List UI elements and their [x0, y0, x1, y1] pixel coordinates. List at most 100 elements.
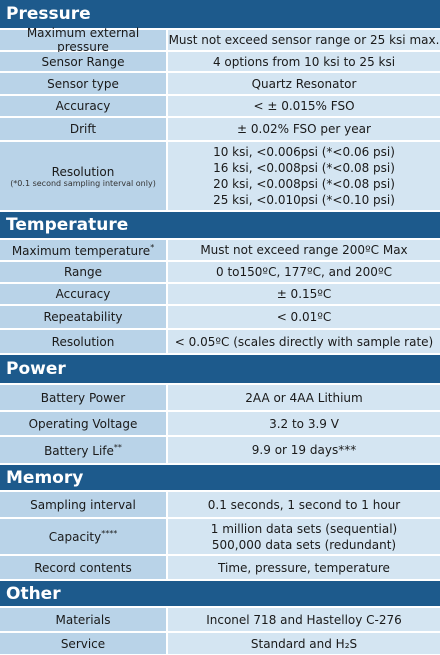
value-cell: 3.2 to 3.9 V: [168, 412, 440, 435]
label-cell: Resolution (*0.1 second sampling interval…: [0, 142, 168, 210]
label-line: Operating Voltage: [29, 417, 138, 431]
value: 0.1 seconds, 1 second to 1 hour: [207, 497, 401, 512]
label: Accuracy: [55, 99, 111, 113]
label-line: Range: [64, 265, 102, 279]
value: 9.9 or 19 days***: [251, 443, 357, 457]
value-cell: 0.1 seconds, 1 second to 1 hour: [168, 492, 440, 517]
value: Must not exceed range 200ºC Max: [200, 243, 408, 257]
label-cell: Service: [0, 633, 168, 654]
spec-row: Sensor Range 4 options from 10 ksi to 25 …: [0, 52, 440, 73]
label-line: Resolution: [52, 165, 115, 179]
value: Time, pressure, temperature: [218, 560, 390, 575]
label: Materials: [55, 612, 111, 627]
value: < 0.05ºC (scales directly with sample ra…: [174, 334, 434, 349]
label-cell: Accuracy: [0, 96, 168, 116]
label: Maximum temperature: [11, 243, 151, 258]
section-header: Power: [0, 355, 440, 385]
spec-row: Operating Voltage 3.2 to 3.9 V: [0, 412, 440, 437]
label-cell: Repeatability: [0, 306, 168, 328]
value: 1 million data sets (sequential): [210, 521, 398, 536]
spec-row: Range 0 to150ºC, 177ºC, and 200ºC: [0, 262, 440, 284]
spec-row: Battery Life** 9.9 or 19 days***: [0, 437, 440, 465]
label-line: Battery Power: [41, 391, 126, 405]
value: 16 ksi, <0.008psi (*<0.08 psi): [213, 161, 395, 175]
value: 0 to150ºC, 177ºC, and 200ºC: [216, 265, 392, 279]
spec-row: Accuracy ± 0.15ºC: [0, 284, 440, 306]
spec-row: Resolution (*0.1 second sampling interval…: [0, 142, 440, 212]
value: 3.2 to 3.9 V: [269, 416, 339, 431]
value-cell: Standard and H₂S: [168, 633, 440, 654]
value-cell: 2AA or 4AA Lithium: [168, 385, 440, 410]
value-cell: < ± 0.015% FSO: [168, 96, 440, 116]
label: Resolution: [51, 334, 115, 349]
spec-row: Accuracy < ± 0.015% FSO: [0, 96, 440, 118]
value-cell: Quartz Resonator: [168, 73, 440, 94]
label-line: Accuracy: [56, 99, 111, 113]
spec-row: Repeatability < 0.01ºC: [0, 306, 440, 330]
spec-row: Capacity**** 1 million data sets (sequent…: [0, 519, 440, 556]
label: Operating Voltage: [28, 416, 138, 431]
label-cell: Battery Power: [0, 385, 168, 410]
value: < ± 0.015% FSO: [253, 99, 355, 113]
value: 500,000 data sets (redundant): [211, 537, 397, 552]
label: Sensor Range: [41, 54, 125, 69]
spec-row: Maximum temperature* Must not exceed rang…: [0, 240, 440, 262]
spec-row: Drift ± 0.02% FSO per year: [0, 118, 440, 142]
value-cell: < 0.05ºC (scales directly with sample ra…: [168, 330, 440, 353]
label: Range: [63, 265, 103, 279]
value: 2AA or 4AA Lithium: [245, 390, 363, 405]
value: ± 0.02% FSO per year: [237, 122, 371, 136]
value-cell: < 0.01ºC: [168, 306, 440, 328]
value-cell: Time, pressure, temperature: [168, 556, 440, 579]
label-line: Record contents: [34, 561, 131, 575]
spec-row: Resolution < 0.05ºC (scales directly with…: [0, 330, 440, 355]
value: 25 ksi, <0.010psi (*<0.10 psi): [213, 193, 395, 207]
footnote-mark: *: [150, 242, 155, 252]
label-cell: Drift: [0, 118, 168, 140]
value: 20 ksi, <0.008psi (*<0.08 psi): [213, 177, 395, 191]
label: Resolution: [51, 164, 115, 179]
label-cell: Sampling interval: [0, 492, 168, 517]
label-line: Resolution: [52, 335, 115, 349]
label-note: (*0.1 second sampling interval only): [10, 178, 156, 188]
label: Capacity: [48, 530, 102, 544]
label: Drift: [69, 122, 97, 136]
label-cell: Operating Voltage: [0, 412, 168, 435]
label: Sampling interval: [30, 497, 136, 512]
label-line: Sensor Range: [42, 55, 125, 69]
label: Repeatability: [43, 310, 123, 324]
label-line: Capacity****: [49, 529, 117, 544]
label-line: Repeatability: [43, 310, 122, 324]
label: Sensor type: [47, 76, 119, 91]
section-header: Temperature: [0, 212, 440, 240]
label-cell: Accuracy: [0, 284, 168, 304]
label: Battery Power: [40, 390, 126, 405]
label-line: Drift: [70, 122, 96, 136]
value: Must not exceed sensor range or 25 ksi m…: [168, 33, 440, 47]
label-cell: Range: [0, 262, 168, 282]
label-cell: Maximum temperature*: [0, 240, 168, 260]
spec-row: Sensor type Quartz Resonator: [0, 73, 440, 96]
value-cell: Must not exceed range 200ºC Max: [168, 240, 440, 260]
spec-row: Sampling interval 0.1 seconds, 1 second t…: [0, 492, 440, 519]
value-cell: 4 options from 10 ksi to 25 ksi: [168, 52, 440, 71]
spec-row: Maximum external pressure Must not exceed…: [0, 26, 440, 54]
value-cell: Inconel 718 and Hastelloy C-276: [168, 608, 440, 631]
label-line: Materials: [55, 613, 110, 627]
spec-row: Materials Inconel 718 and Hastelloy C-276: [0, 608, 440, 633]
label: Record contents: [34, 560, 132, 575]
section-header: Pressure: [0, 0, 440, 30]
spec-row: Battery Power 2AA or 4AA Lithium: [0, 385, 440, 412]
label-cell: Capacity****: [0, 519, 168, 554]
value: 10 ksi, <0.006psi (*<0.06 psi): [213, 145, 395, 159]
label-cell: Sensor type: [0, 73, 168, 94]
label-line: Service: [61, 637, 105, 651]
label-line: Sensor type: [47, 77, 119, 91]
value: ± 0.15ºC: [276, 287, 332, 301]
label-cell: Battery Life**: [0, 437, 168, 463]
label: Battery Life: [44, 443, 114, 458]
label-line: Accuracy: [56, 287, 111, 301]
value: Inconel 718 and Hastelloy C-276: [206, 612, 402, 627]
section-header: Memory: [0, 465, 440, 492]
